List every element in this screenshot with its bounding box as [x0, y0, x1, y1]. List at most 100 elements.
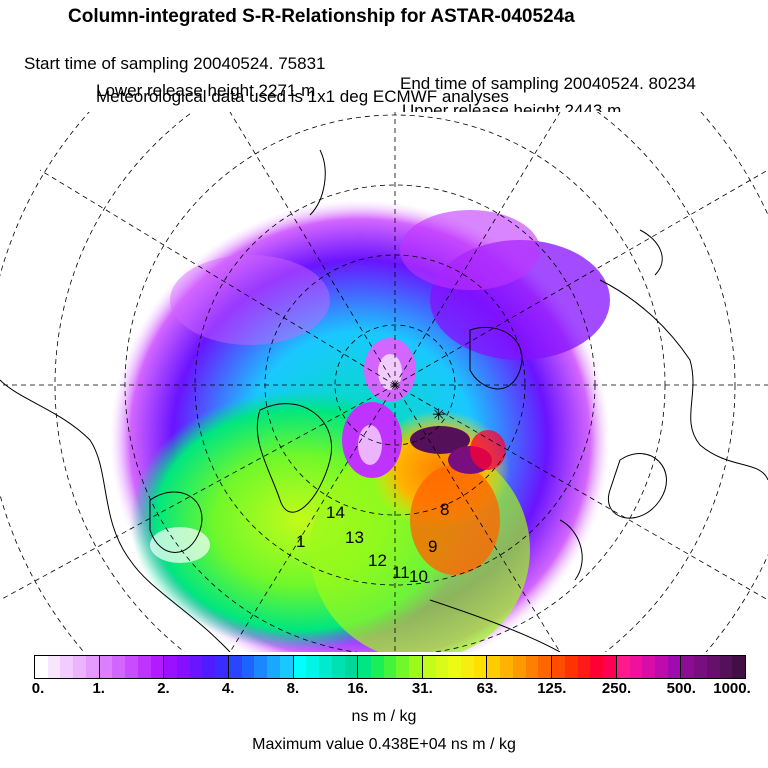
start-time-label: Start time of sampling 20040524. 75831: [24, 54, 326, 73]
color-swatch: [681, 656, 695, 678]
color-swatch: [189, 656, 203, 678]
color-swatch: [616, 656, 630, 678]
color-scale-tick-label: 1.: [92, 680, 105, 697]
color-swatch: [396, 656, 410, 678]
color-swatch: [112, 656, 126, 678]
graticule: [0, 112, 768, 652]
color-swatch: [254, 656, 268, 678]
color-swatch: [642, 656, 655, 678]
color-scale-tick-label: 16.: [347, 680, 369, 697]
color-swatch: [564, 656, 578, 678]
color-scale-segment: [357, 656, 422, 678]
color-scale-tick-label: 31.: [411, 680, 433, 697]
color-scale-tick-label: 4.: [221, 680, 235, 697]
color-swatch: [267, 656, 280, 678]
color-scale-segment: [421, 656, 487, 678]
color-swatch: [577, 656, 591, 678]
color-swatch: [525, 656, 539, 678]
color-swatch: [500, 656, 513, 678]
color-scale-tick-label: 63.: [476, 680, 498, 697]
color-swatch: [241, 656, 255, 678]
color-scale-tick-label: 1000.: [713, 680, 751, 697]
color-scale-segment: [163, 656, 228, 678]
release-marker: ✳: [432, 407, 445, 424]
sampling-time-row: Start time of sampling 20040524. 75831 E…: [0, 34, 768, 94]
color-swatch: [422, 656, 436, 678]
color-swatch: [228, 656, 242, 678]
color-swatch: [279, 656, 293, 678]
color-swatch: [461, 656, 474, 678]
time-label: 1: [296, 532, 305, 551]
time-label: 9: [428, 537, 437, 556]
color-swatch: [732, 656, 746, 678]
color-swatch: [629, 656, 643, 678]
color-swatch: [293, 656, 307, 678]
color-swatch: [383, 656, 397, 678]
time-label: 8: [440, 500, 449, 519]
color-scale-tick-label: 2.: [157, 680, 170, 697]
color-swatch: [99, 656, 113, 678]
color-swatch: [448, 656, 462, 678]
color-swatch: [60, 656, 74, 678]
color-swatch: [603, 656, 616, 678]
color-swatch: [150, 656, 164, 678]
color-scale-segment: [35, 656, 99, 678]
time-label: 14: [326, 503, 345, 522]
color-scale-segment: [292, 656, 358, 678]
color-swatch: [177, 656, 190, 678]
color-swatch: [409, 656, 422, 678]
color-swatch: [344, 656, 358, 678]
time-label: 11: [392, 563, 410, 582]
max-value-label: Maximum value 0.438E+04 ns m / kg: [252, 736, 516, 753]
color-swatch: [538, 656, 552, 678]
color-scale-segment: [551, 656, 616, 678]
end-time-label: End time of sampling 20040524. 80234: [400, 74, 696, 93]
color-swatch: [319, 656, 332, 678]
color-scale-segment: [615, 656, 681, 678]
color-swatch: [473, 656, 487, 678]
color-swatch: [306, 656, 320, 678]
color-scale-bar: [34, 655, 746, 679]
color-scale-ticks: 0. 1. 2. 4. 8. 16. 31. 63. 125. 250. 500. 1000.: [0, 680, 768, 700]
color-swatch: [73, 656, 86, 678]
color-swatch: [706, 656, 720, 678]
color-swatch: [667, 656, 681, 678]
color-swatch: [47, 656, 61, 678]
color-scale-tick-label: 500.: [666, 680, 696, 697]
color-scale-segment: [98, 656, 164, 678]
figure-title: Column-integrated S-R-Relationship for A…: [68, 6, 575, 27]
color-swatch: [164, 656, 178, 678]
color-swatch: [435, 656, 449, 678]
color-scale-segment: [680, 656, 746, 678]
color-swatch: [719, 656, 733, 678]
color-scale-tick-label: 250.: [601, 680, 632, 697]
color-swatch: [590, 656, 604, 678]
color-swatch: [85, 656, 99, 678]
color-scale-tick-label: 8.: [286, 680, 300, 697]
color-swatch: [137, 656, 151, 678]
time-label: 12: [368, 551, 387, 570]
color-swatch: [552, 656, 565, 678]
lower-height-label: Lower release height 2271 m: [96, 81, 316, 100]
release-height-row: Lower release height 2271 m Upper releas…: [0, 61, 768, 121]
color-swatch: [358, 656, 371, 678]
time-label: 13: [345, 528, 364, 547]
color-scale-tick-label: 0.: [31, 680, 45, 697]
color-scale-tick-label: 125.: [537, 680, 567, 697]
polar-map: 14 13 12 11 10 9 8 1 ✳: [0, 112, 768, 652]
color-scale-segment: [227, 656, 293, 678]
met-data-label: Meteorological data used is 1x1 deg ECMW…: [96, 87, 509, 106]
color-swatch: [35, 656, 48, 678]
coastlines: [0, 149, 768, 652]
color-swatch: [331, 656, 345, 678]
color-swatch: [654, 656, 668, 678]
color-swatch: [125, 656, 138, 678]
color-swatch: [215, 656, 228, 678]
color-swatch: [487, 656, 501, 678]
color-swatch: [694, 656, 707, 678]
color-scale-segment: [486, 656, 552, 678]
color-swatch: [370, 656, 384, 678]
time-label: 10: [409, 567, 428, 586]
color-swatch: [512, 656, 526, 678]
units-label: ns m / kg: [351, 708, 417, 725]
